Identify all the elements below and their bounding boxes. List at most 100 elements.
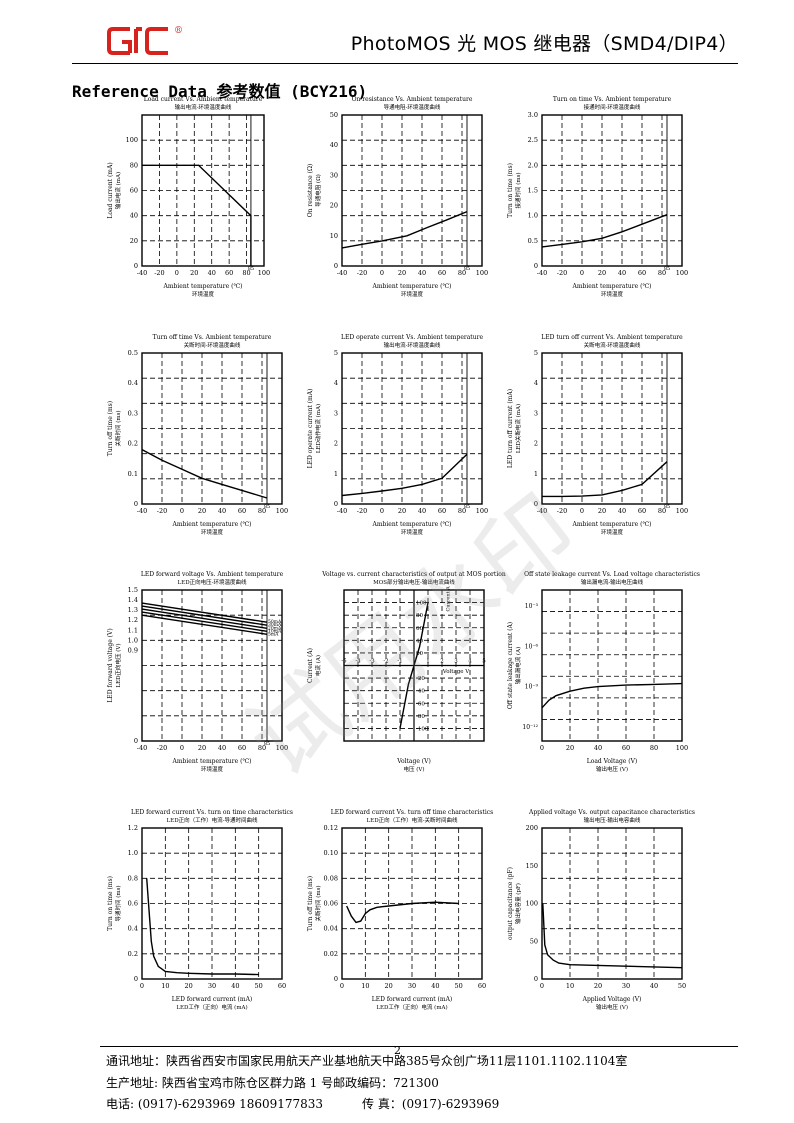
- x-tick-label: 40: [431, 982, 439, 990]
- y-tick-label: 30: [330, 171, 338, 179]
- x-tick-label: 60: [622, 744, 630, 752]
- y-tick-label: 0.1: [128, 470, 138, 478]
- chart-subtitle: 输出电流-环境温度曲线: [384, 341, 441, 349]
- series-line: [142, 164, 252, 266]
- y-tick-label: 0.5: [128, 349, 138, 357]
- x-axis-label: Ambient temperature (℃): [163, 283, 243, 290]
- y-tick-label: 1.0: [528, 212, 538, 220]
- y-tick-label: 0: [134, 737, 138, 745]
- y-tick-label: 40: [330, 141, 338, 149]
- chart-on-resistance: On resistance Vs. Ambient temperature导通电…: [307, 96, 488, 298]
- section-title: Reference Data 参考数值 (BCY216): [72, 82, 368, 101]
- x-tick-label: -20: [154, 269, 164, 277]
- chart-off-leakage: Off state leakage current Vs. Load volta…: [507, 571, 700, 773]
- x-axis-label-cn: 输出电压 (V): [596, 765, 628, 773]
- chart-title: LED forward current Vs. turn on time cha…: [131, 809, 293, 816]
- y-tick-label: 0.12: [324, 824, 338, 832]
- x-tick-label: -1: [397, 659, 402, 665]
- x-tick-label: 10: [361, 982, 369, 990]
- y-tick-label: 0.3: [128, 409, 138, 417]
- chart-title: LED turn off current Vs. Ambient tempera…: [541, 334, 683, 341]
- y-tick-label: 1.4: [128, 596, 138, 604]
- y-tick-label: 1.5: [128, 586, 138, 594]
- chart-title: Off state leakage current Vs. Load volta…: [524, 571, 700, 578]
- y-tick-label: 5: [534, 349, 538, 357]
- chart-subtitle: 关断时间-环境温度曲线: [184, 341, 241, 349]
- y-tick-label: 2: [334, 440, 338, 448]
- footer-address: 通讯地址：陕西省西安市国家民用航天产业基地航天中路385号众创广场11层1101…: [106, 1054, 628, 1068]
- x-tick-label: 20: [198, 507, 206, 515]
- series-end-label: 50mA: [268, 619, 282, 625]
- y-tick-label: 80: [130, 161, 138, 169]
- series-line: [541, 682, 683, 709]
- series-line: [341, 210, 468, 249]
- x-tick-label: 20: [198, 744, 206, 752]
- y-tick-label: 1.5: [528, 187, 538, 195]
- x-axis-label: Voltage (V): [396, 758, 431, 765]
- y-tick-label: 0: [334, 975, 338, 983]
- y-axis-label-cn: LED动作电流 (mA): [314, 404, 322, 453]
- series-line: [141, 614, 268, 635]
- x-axis-label-cn: LED工作（正向）电流 (mA): [376, 1003, 447, 1011]
- y-tick-label: 0.4: [128, 379, 138, 387]
- x-tick-label-85: 85: [248, 266, 254, 272]
- y-tick-label: 0.2: [128, 440, 138, 448]
- x-tick-label: -40: [537, 507, 547, 515]
- y-tick-label: 20: [416, 651, 423, 657]
- y-tick-label: 0.8: [128, 874, 138, 882]
- series-line: [146, 878, 259, 976]
- x-tick-label: 40: [208, 269, 216, 277]
- y-tick-label: 0.08: [324, 874, 338, 882]
- x-tick-label: 80: [650, 744, 658, 752]
- chart-title: LED operate current Vs. Ambient temperat…: [341, 334, 483, 341]
- x-tick-label: 30: [408, 982, 416, 990]
- y-tick-label: 1.1: [128, 626, 138, 634]
- x-tick-label: 100: [476, 269, 488, 277]
- chart-subtitle: 输出电流-环境温度曲线: [175, 103, 232, 111]
- y-tick-label: 0.02: [324, 950, 338, 958]
- x-tick-label: -5: [341, 659, 347, 665]
- y-axis-label-cn: 导通时间 (ms): [114, 885, 122, 921]
- x-axis-label-cn: 环境温度: [192, 290, 215, 298]
- x-tick-label: -20: [157, 507, 167, 515]
- x-tick-label: 20: [385, 982, 393, 990]
- x-tick-label: 60: [478, 982, 486, 990]
- chart-subtitle: LED正向（工作）电流-导通时间曲线: [167, 816, 258, 824]
- series-end-label: 30mA: [268, 622, 282, 628]
- x-tick-label: 80: [458, 269, 466, 277]
- y-axis-label-cn: 输出电流 (mA): [114, 172, 122, 209]
- y-axis-label: Turn on time (ms): [507, 163, 514, 218]
- y-tick-label: 0: [534, 262, 538, 270]
- y-tick-label: 0.6: [128, 900, 138, 908]
- y-tick-label: 1.0: [128, 636, 138, 644]
- x-tick-label: 80: [242, 269, 250, 277]
- x-axis-label-cn: 环境温度: [201, 528, 224, 536]
- chart-title: Load current Vs. Ambient temperature: [144, 96, 263, 103]
- y-tick-label: 10⁻³: [525, 603, 539, 610]
- y-axis-label-cn: 关断时间 (ms): [114, 410, 122, 446]
- y-axis-label: Current (A): [307, 648, 314, 683]
- footer-fax: 传 真：(0917)-6293969: [362, 1097, 500, 1111]
- chart-led-current-turn-off: LED forward current Vs. turn off time ch…: [307, 809, 493, 1011]
- x-axis-label: Ambient temperature (℃): [572, 283, 652, 290]
- x-tick-label: -40: [337, 507, 347, 515]
- series-end-label: 20mA: [268, 625, 282, 631]
- y-tick-label: 60: [416, 626, 423, 632]
- y-tick-label: 1.0: [128, 849, 138, 857]
- x-tick-label: 40: [418, 269, 426, 277]
- x-tick-label: -40: [337, 269, 347, 277]
- header-rule: [72, 63, 738, 64]
- x-tick-label: 0: [580, 507, 584, 515]
- y-axis-label: Turn on time (ms): [107, 876, 114, 931]
- y-tick-label: -40: [416, 689, 425, 695]
- chart-turn-off-time: Turn off time Vs. Ambient temperature关断时…: [107, 334, 288, 536]
- x-tick-label: 20: [185, 982, 193, 990]
- series-line: [542, 903, 683, 969]
- x-tick-label: 60: [638, 269, 646, 277]
- x-axis-label: LED forward current (mA): [172, 996, 253, 1003]
- x-axis-label-cn: 环境温度: [401, 290, 424, 298]
- chart-led-current-turn-on: LED forward current Vs. turn on time cha…: [107, 809, 293, 1011]
- x-tick-label: 20: [190, 269, 198, 277]
- x-tick-label: 0: [180, 507, 184, 515]
- chart-subtitle: 关断电流-环境温度曲线: [584, 341, 641, 349]
